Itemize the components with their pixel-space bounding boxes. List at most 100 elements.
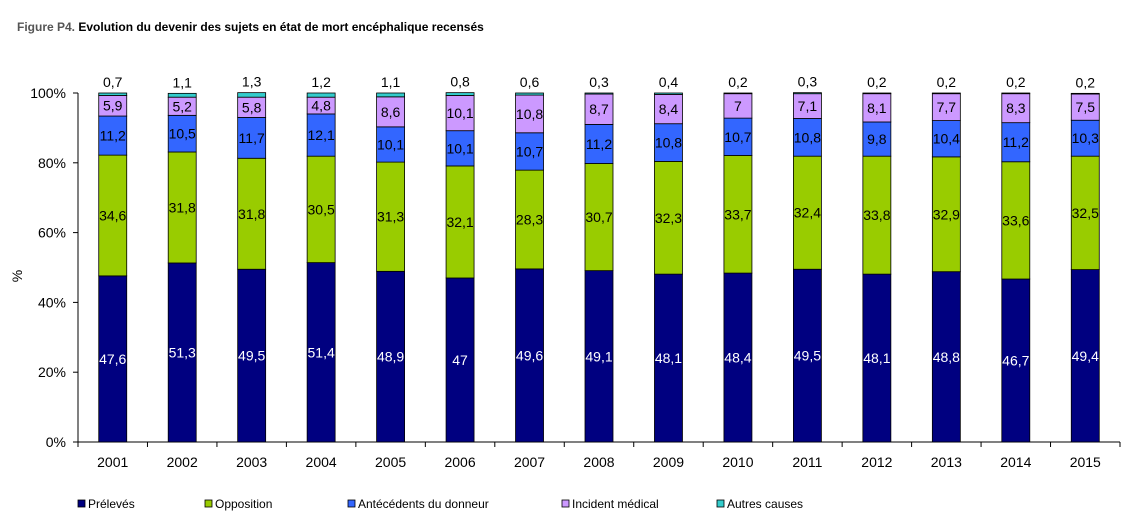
data-label: 10,8 bbox=[516, 106, 543, 122]
bar-segment bbox=[584, 163, 614, 272]
x-tick-label: 2002 bbox=[167, 454, 198, 470]
bar-segment bbox=[654, 92, 683, 95]
legend-label: Prélevés bbox=[88, 497, 135, 511]
data-label: 32,1 bbox=[446, 214, 473, 230]
data-label: 10,4 bbox=[933, 131, 960, 147]
data-label: 48,1 bbox=[863, 350, 890, 366]
bar-segment bbox=[237, 92, 267, 98]
bar-segment bbox=[931, 120, 961, 158]
data-label: 47 bbox=[452, 352, 468, 368]
x-tick-label: 2004 bbox=[306, 454, 337, 470]
data-label: 5,9 bbox=[103, 98, 123, 114]
data-label: 0,3 bbox=[798, 74, 818, 90]
bar-segment bbox=[98, 115, 128, 156]
data-label: 49,5 bbox=[238, 348, 265, 364]
data-label: 34,6 bbox=[99, 207, 126, 223]
data-label: 47,6 bbox=[99, 351, 126, 367]
data-label: 48,8 bbox=[933, 349, 960, 365]
bar-segment bbox=[931, 271, 961, 443]
data-label: 0,2 bbox=[1076, 74, 1096, 90]
x-tick-label: 2001 bbox=[97, 454, 128, 470]
data-label: 31,8 bbox=[169, 199, 196, 215]
y-tick-label: 80% bbox=[38, 155, 66, 171]
x-tick-label: 2007 bbox=[514, 454, 545, 470]
data-label: 51,3 bbox=[169, 344, 196, 360]
data-label: 0,2 bbox=[867, 74, 887, 90]
bar-segment bbox=[445, 277, 475, 443]
data-label: 10,1 bbox=[446, 105, 473, 121]
x-tick-label: 2009 bbox=[653, 454, 684, 470]
legend-swatch bbox=[347, 499, 356, 508]
data-label: 11,2 bbox=[100, 128, 126, 144]
bar-segment bbox=[1001, 93, 1031, 124]
bar-segment bbox=[445, 165, 475, 279]
bar-segment bbox=[1001, 161, 1031, 280]
x-tick-label: 2006 bbox=[444, 454, 475, 470]
data-label: 32,4 bbox=[794, 205, 821, 221]
bar-segment bbox=[376, 270, 406, 443]
data-label: 0,4 bbox=[659, 74, 679, 90]
bar-segment bbox=[515, 268, 544, 443]
data-label: 5,8 bbox=[242, 99, 262, 115]
data-label: 0,2 bbox=[1006, 74, 1026, 90]
data-label: 46,7 bbox=[1002, 353, 1029, 369]
legend-label: Opposition bbox=[215, 497, 272, 511]
data-label: 1,1 bbox=[172, 74, 192, 90]
data-label: 8,6 bbox=[381, 104, 401, 120]
data-label: 31,3 bbox=[377, 209, 404, 225]
data-label: 10,7 bbox=[724, 129, 751, 145]
bar-segment bbox=[376, 126, 406, 163]
bar-segment bbox=[515, 94, 544, 134]
bar-segment bbox=[237, 157, 267, 270]
x-tick-label: 2008 bbox=[583, 454, 614, 470]
bar-segment bbox=[98, 154, 128, 277]
data-label: 7,1 bbox=[798, 98, 818, 114]
x-tick-label: 2010 bbox=[722, 454, 753, 470]
data-label: 49,4 bbox=[1072, 348, 1099, 364]
legend-label: Incident médical bbox=[572, 497, 659, 511]
data-label: 8,1 bbox=[867, 100, 887, 116]
bar-segment bbox=[793, 93, 822, 119]
data-label: 28,3 bbox=[516, 212, 543, 228]
data-label: 30,5 bbox=[308, 201, 335, 217]
data-label: 11,2 bbox=[586, 136, 612, 152]
bar-segment bbox=[445, 95, 475, 132]
bar-segment bbox=[306, 262, 336, 443]
data-label: 33,6 bbox=[1002, 212, 1029, 228]
data-label: 8,7 bbox=[589, 101, 609, 117]
bar-segment bbox=[167, 92, 197, 98]
y-tick-label: 0% bbox=[46, 434, 66, 450]
data-label: 11,7 bbox=[239, 130, 265, 146]
data-label: 30,7 bbox=[585, 209, 612, 225]
bar-segment bbox=[931, 156, 961, 273]
figure-title: Figure P4. Evolution du devenir des suje… bbox=[17, 20, 484, 34]
bar-segment bbox=[237, 268, 267, 443]
bar-segment bbox=[167, 151, 197, 264]
data-label: 0,3 bbox=[589, 74, 609, 90]
data-label: 7 bbox=[734, 98, 742, 114]
figure-caption: Evolution du devenir des sujets en état … bbox=[78, 20, 484, 34]
data-label: 9,8 bbox=[867, 131, 887, 147]
data-label: 0,2 bbox=[937, 74, 957, 90]
bar-segment bbox=[306, 92, 336, 98]
bar-segment bbox=[306, 113, 336, 157]
legend-swatch bbox=[204, 499, 213, 508]
y-tick-label: 40% bbox=[38, 294, 66, 310]
data-label: 5,2 bbox=[172, 98, 192, 114]
bar-segment bbox=[1070, 119, 1100, 157]
data-label: 0,7 bbox=[103, 74, 123, 90]
bar-segment bbox=[515, 92, 544, 96]
data-label: 48,1 bbox=[655, 350, 682, 366]
data-label: 32,3 bbox=[655, 210, 682, 226]
bar-segment bbox=[376, 161, 406, 272]
data-label: 0,2 bbox=[728, 74, 748, 90]
data-label: 1,3 bbox=[242, 74, 262, 90]
data-label: 31,8 bbox=[238, 206, 265, 222]
data-label: 10,5 bbox=[169, 126, 196, 142]
data-label: 10,8 bbox=[794, 129, 821, 145]
x-tick-label: 2005 bbox=[375, 454, 406, 470]
data-label: 10,7 bbox=[516, 143, 543, 159]
bar-segment bbox=[1001, 92, 1031, 95]
data-label: 32,9 bbox=[933, 206, 960, 222]
bar-segment bbox=[654, 123, 683, 162]
